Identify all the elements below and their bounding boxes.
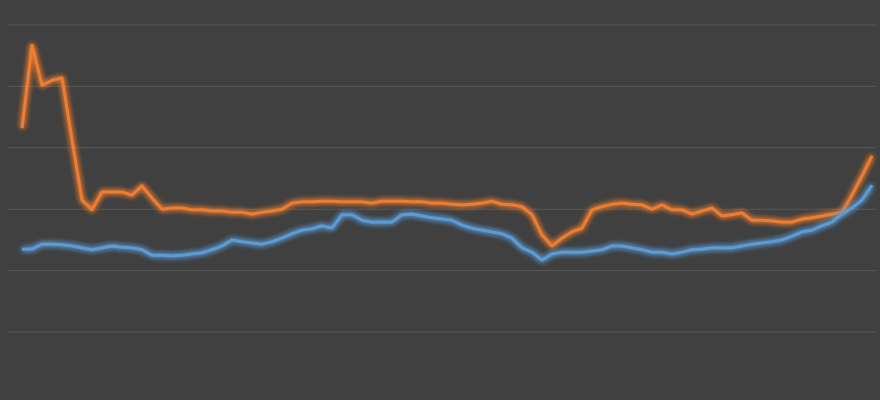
- series-line: [20, 43, 874, 248]
- series-line: [22, 184, 874, 262]
